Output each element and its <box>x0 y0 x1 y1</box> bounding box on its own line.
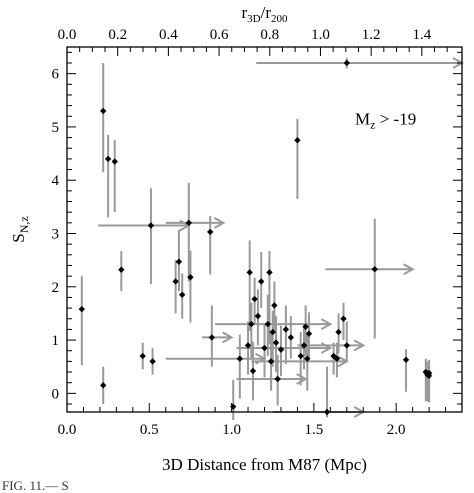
data-point <box>251 295 258 303</box>
data-point <box>111 158 118 165</box>
data-point <box>287 334 295 341</box>
data-point <box>78 305 86 313</box>
data-point <box>104 155 112 163</box>
y-tick-label: 6 <box>52 67 60 83</box>
data-point <box>271 302 278 309</box>
y-tick-label: 5 <box>52 120 60 136</box>
data-point <box>343 342 350 349</box>
data-point <box>249 367 257 375</box>
data-point <box>425 372 433 379</box>
y-tick-label: 4 <box>52 173 60 189</box>
top-tick-label: 0.0 <box>58 27 77 43</box>
data-point <box>264 320 271 328</box>
data-point <box>304 355 311 362</box>
data-point <box>267 358 275 365</box>
data-point <box>300 342 308 349</box>
data-point <box>274 375 281 383</box>
magnitude-annotation: Mz > -19 <box>355 109 416 131</box>
x-tick-label: 0.5 <box>140 422 159 438</box>
x-range-arrowhead <box>296 373 308 385</box>
data-point <box>266 269 273 276</box>
annotation-rest: > -19 <box>375 109 416 128</box>
top-tick-label: 0.6 <box>210 27 229 43</box>
x-range-arrowhead <box>213 216 226 229</box>
top-tick-label: 0.4 <box>159 27 178 43</box>
data-point <box>118 266 125 273</box>
x-tick-label: 1.5 <box>305 422 324 438</box>
annotation-main: M <box>355 109 370 128</box>
data-point <box>254 312 262 320</box>
y-axis-label: SN,z <box>9 216 31 242</box>
top-axis-label-sub2: 200 <box>271 13 288 25</box>
top-axis-label-sep: /r <box>261 3 272 22</box>
data-point <box>185 219 192 227</box>
y-tick-label: 0 <box>52 386 60 402</box>
x-range-arrowhead <box>353 339 366 352</box>
data-point <box>100 107 107 115</box>
data-point <box>258 278 265 285</box>
data-point <box>139 352 146 360</box>
data-point <box>246 269 253 276</box>
scatter-plot: 0.0 0.5 1.0 1.5 2.0 0.0 0.2 0.4 0.6 0.8 1.0 1.2 1.4 0… <box>9 3 465 474</box>
y-tick-label: 1 <box>52 333 60 349</box>
top-axis-label: r3D/r200 <box>241 3 288 25</box>
data-point <box>272 339 280 346</box>
data-point <box>248 320 255 328</box>
data-point <box>230 403 237 410</box>
top-tick-label: 1.4 <box>412 27 431 43</box>
tick-labels-layer: 0.0 0.5 1.0 1.5 2.0 0.0 0.2 0.4 0.6 0.8 1.0 1.2 1.4 0… <box>52 27 432 438</box>
x-tick-label: 1.0 <box>222 422 241 438</box>
y-axis-label-main: S <box>9 233 28 242</box>
data-point <box>333 355 341 362</box>
x-range-arrowhead <box>222 331 234 344</box>
data-point <box>100 382 107 389</box>
data-point <box>244 342 252 349</box>
axis-ticks-layer <box>66 47 463 412</box>
data-point <box>340 315 347 322</box>
data-point <box>335 328 342 336</box>
x-range-arrowhead <box>403 263 415 276</box>
top-tick-label: 1.0 <box>311 27 330 43</box>
top-tick-label: 0.8 <box>260 27 279 43</box>
x-axis-label: 3D Distance from M87 (Mpc) <box>162 455 367 474</box>
x-tick-label: 2.0 <box>387 422 406 438</box>
data-markers-layer <box>78 59 433 416</box>
data-point <box>175 258 183 265</box>
top-axis-label-sub1: 3D <box>247 13 261 25</box>
data-point <box>294 137 301 144</box>
figure-caption: FIG. 11.— S <box>2 478 69 493</box>
data-point <box>261 344 268 352</box>
data-point <box>208 334 216 341</box>
data-point <box>305 330 313 337</box>
y-tick-label: 3 <box>52 226 60 242</box>
data-point <box>206 228 214 236</box>
data-point <box>277 346 285 353</box>
data-point <box>147 222 155 229</box>
annotation-sub: z <box>370 117 375 131</box>
data-point <box>149 358 156 365</box>
y-axis-label-sub: N,z <box>17 216 31 233</box>
data-point <box>402 356 410 363</box>
data-point <box>371 265 378 273</box>
top-axis-label-main: r <box>241 3 247 22</box>
data-point <box>343 59 350 67</box>
data-point <box>269 328 276 336</box>
data-point <box>172 278 179 285</box>
data-point <box>236 355 244 362</box>
y-tick-label: 2 <box>52 280 60 296</box>
data-point <box>282 326 290 333</box>
data-point <box>187 273 194 281</box>
top-tick-label: 0.2 <box>108 27 127 43</box>
top-tick-label: 1.2 <box>362 27 381 43</box>
data-point <box>297 352 304 360</box>
data-point <box>179 291 186 298</box>
x-tick-label: 0.0 <box>58 422 77 438</box>
data-point <box>302 323 309 330</box>
x-range-arrowhead <box>320 318 333 330</box>
